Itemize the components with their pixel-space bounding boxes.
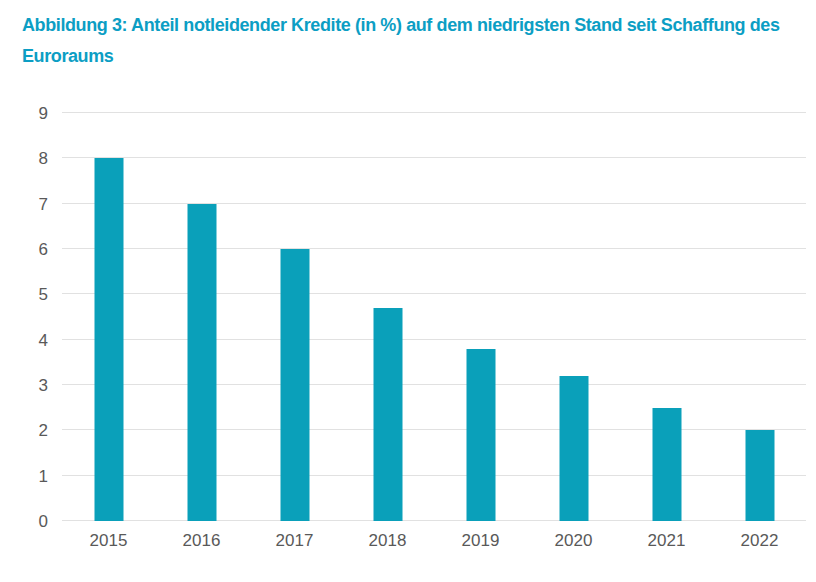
bar-slot <box>713 113 806 521</box>
gridline <box>62 157 806 158</box>
x-tick-label: 2017 <box>248 531 341 551</box>
bar-2016 <box>187 204 216 521</box>
x-tick-label: 2016 <box>155 531 248 551</box>
bar-slot <box>341 113 434 521</box>
gridline <box>62 203 806 204</box>
gridline <box>62 339 806 340</box>
gridline <box>62 520 806 521</box>
figure-title: Abbildung 3: Anteil notleidender Kredite… <box>22 10 802 72</box>
y-tick-label: 3 <box>39 376 48 393</box>
gridline <box>62 112 806 113</box>
y-tick-label: 5 <box>39 286 48 303</box>
bar-2020 <box>559 376 588 521</box>
x-tick-label: 2015 <box>62 531 155 551</box>
x-axis: 20152016201720182019202020212022 <box>62 531 806 551</box>
bar-2017 <box>280 249 309 521</box>
x-tick-label: 2019 <box>434 531 527 551</box>
gridline <box>62 293 806 294</box>
bar-slot <box>62 113 155 521</box>
bar-slot <box>527 113 620 521</box>
y-tick-label: 0 <box>39 513 48 530</box>
y-tick-label: 2 <box>39 422 48 439</box>
y-axis: 0123456789 <box>14 113 48 521</box>
gridline <box>62 248 806 249</box>
gridline <box>62 475 806 476</box>
y-tick-label: 1 <box>39 467 48 484</box>
x-tick-label: 2021 <box>620 531 713 551</box>
y-tick-label: 6 <box>39 240 48 257</box>
y-tick-label: 4 <box>39 331 48 348</box>
bar-2022 <box>745 430 774 521</box>
y-tick-label: 9 <box>39 105 48 122</box>
gridline <box>62 429 806 430</box>
figure: Abbildung 3: Anteil notleidender Kredite… <box>0 0 816 582</box>
bar-slot <box>434 113 527 521</box>
x-tick-label: 2022 <box>713 531 806 551</box>
bar-slot <box>155 113 248 521</box>
x-tick-label: 2018 <box>341 531 434 551</box>
gridline <box>62 384 806 385</box>
bar-slot <box>620 113 713 521</box>
y-tick-label: 7 <box>39 195 48 212</box>
bar-2021 <box>652 408 681 521</box>
bar-slot <box>248 113 341 521</box>
y-tick-label: 8 <box>39 150 48 167</box>
bar-2015 <box>94 158 123 521</box>
x-tick-label: 2020 <box>527 531 620 551</box>
bar-2018 <box>373 308 402 521</box>
bar-2019 <box>466 349 495 521</box>
plot-area <box>62 113 806 521</box>
